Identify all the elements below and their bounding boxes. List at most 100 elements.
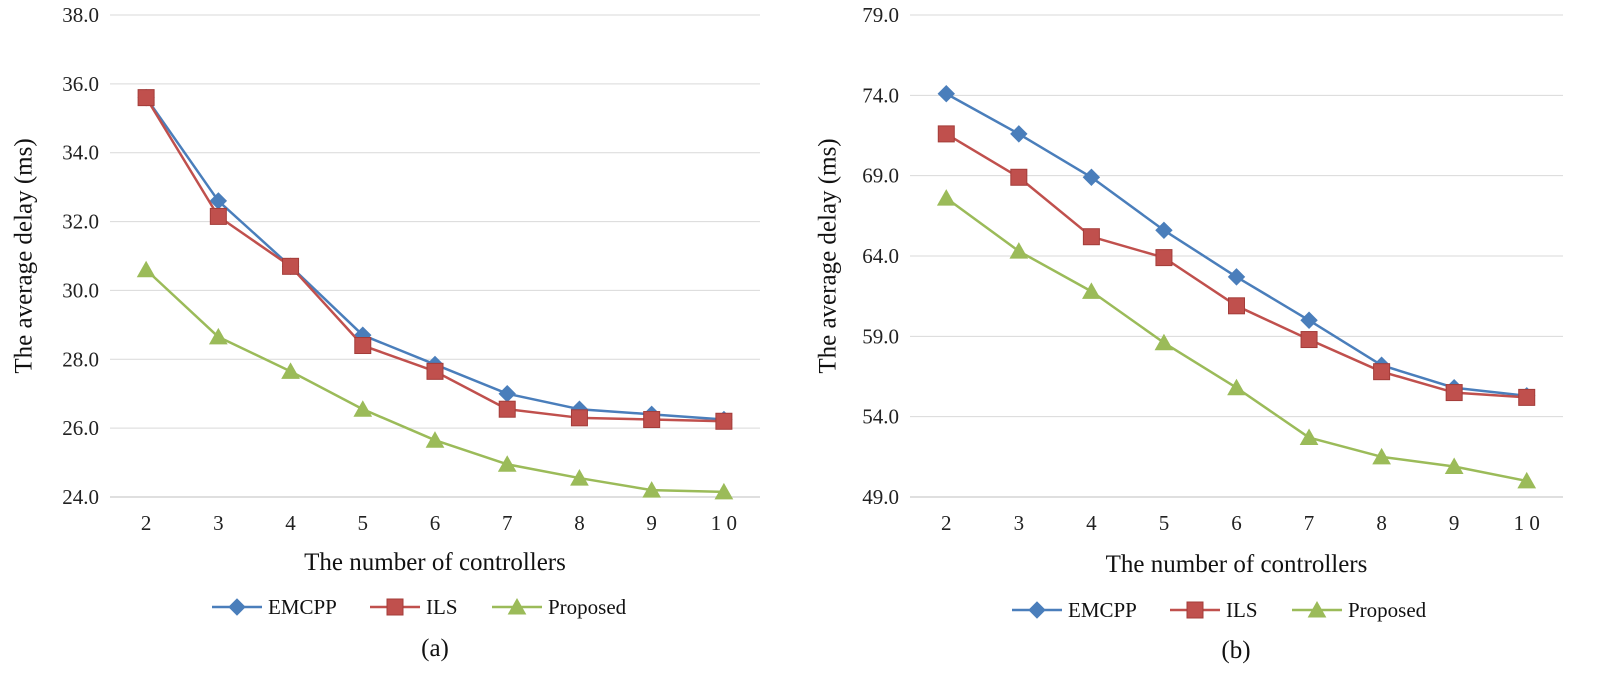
chart-b: 49.0 54.0 59.0 64.0 69.0 74.0 79.0 2 3 4 5 6 7 8 9 1 0 T… xyxy=(815,3,1563,664)
x-axis-title: The number of controllers xyxy=(304,549,566,576)
data-point-proposed xyxy=(1299,428,1319,446)
y-tick-label: 64.0 xyxy=(862,244,899,268)
data-point-proposed xyxy=(353,400,373,417)
data-point-emcpp xyxy=(498,385,516,403)
data-point-proposed xyxy=(1227,378,1246,396)
x-tick-label: 5 xyxy=(1159,511,1170,535)
legend-label-ils: ILS xyxy=(426,595,458,619)
data-point-emcpp xyxy=(1155,221,1173,240)
data-point-proposed xyxy=(1154,333,1174,351)
data-point-proposed xyxy=(570,469,589,486)
chart-a: 24.0 26.0 28.0 30.0 32.0 34.0 36.0 38.0 2 3 4 5 6 7 8 9… xyxy=(11,3,760,662)
data-point-proposed xyxy=(714,482,734,500)
data-point-proposed xyxy=(136,260,156,278)
legend-label-proposed: Proposed xyxy=(1348,598,1427,622)
y-axis-title: The average delay (ms) xyxy=(11,138,38,373)
legend-marker-proposed xyxy=(1307,600,1327,618)
x-tick-label: 3 xyxy=(1014,511,1025,535)
data-point-proposed xyxy=(642,481,662,498)
x-tick-label: 9 xyxy=(646,511,657,535)
data-point-ils xyxy=(1373,363,1391,381)
x-tick-label: 2 xyxy=(141,511,152,535)
data-point-ils xyxy=(354,337,372,355)
y-tick-label: 59.0 xyxy=(862,324,899,348)
legend-label-emcpp: EMCPP xyxy=(268,595,337,619)
data-point-ils xyxy=(570,409,588,427)
legend-label-ils: ILS xyxy=(1226,598,1258,622)
x-tick-label: 2 xyxy=(941,511,952,535)
data-point-emcpp xyxy=(1082,168,1101,186)
legend: EMCPP ILS Proposed xyxy=(1012,598,1427,622)
x-tick-label: 8 xyxy=(1376,511,1387,535)
series-line-proposed xyxy=(945,197,1527,483)
data-point-ils xyxy=(1518,388,1536,406)
y-tick-label: 38.0 xyxy=(62,3,99,27)
data-point-proposed xyxy=(1372,447,1391,465)
x-tick-label: 6 xyxy=(1231,511,1242,535)
data-point-ils xyxy=(282,257,300,275)
y-tick-label: 36.0 xyxy=(62,72,99,96)
data-point-ils xyxy=(1155,249,1173,267)
x-axis-title: The number of controllers xyxy=(1106,551,1368,578)
data-point-ils xyxy=(137,89,155,107)
x-tick-label: 6 xyxy=(430,511,441,535)
y-tick-label: 34.0 xyxy=(62,141,99,165)
legend-marker-proposed xyxy=(507,597,527,615)
data-point-proposed xyxy=(936,189,956,206)
data-point-proposed xyxy=(1444,457,1464,474)
y-tick-label: 26.0 xyxy=(62,416,99,440)
data-point-ils xyxy=(643,411,661,429)
data-point-ils xyxy=(1300,331,1318,349)
x-tick-label: 7 xyxy=(1304,511,1315,535)
y-tick-label: 69.0 xyxy=(862,164,899,188)
data-point-proposed xyxy=(208,327,228,345)
data-point-ils xyxy=(937,125,955,143)
y-axis-title: The average delay (ms) xyxy=(815,138,842,373)
data-point-proposed xyxy=(425,431,445,448)
data-point-emcpp xyxy=(937,85,955,103)
data-point-ils xyxy=(498,400,516,418)
x-tick-label: 4 xyxy=(1086,511,1097,535)
y-tick-label: 30.0 xyxy=(62,278,99,302)
y-tick-label: 54.0 xyxy=(862,405,899,429)
data-point-emcpp xyxy=(1227,268,1246,286)
chart-caption: (b) xyxy=(1221,637,1250,664)
x-tick-label: 4 xyxy=(285,511,296,535)
x-tick-label: 5 xyxy=(358,511,369,535)
legend-marker-emcpp xyxy=(1028,601,1046,619)
y-tick-label: 79.0 xyxy=(862,3,899,27)
data-point-ils xyxy=(1010,168,1028,186)
legend-marker-ils xyxy=(386,598,404,616)
data-point-ils xyxy=(426,362,444,380)
legend-marker-ils xyxy=(1186,601,1204,619)
data-point-ils xyxy=(715,412,733,430)
chart-caption: (a) xyxy=(421,635,449,662)
data-point-ils xyxy=(209,207,227,225)
y-tick-label: 32.0 xyxy=(62,210,99,234)
legend: EMCPP ILS Proposed xyxy=(212,595,627,619)
y-tick-label: 49.0 xyxy=(862,485,899,509)
y-tick-label: 24.0 xyxy=(62,485,99,509)
legend-marker-emcpp xyxy=(228,598,246,616)
legend-label-proposed: Proposed xyxy=(548,595,627,619)
data-point-proposed xyxy=(281,362,300,379)
x-tick-label: 7 xyxy=(502,511,513,535)
legend-label-emcpp: EMCPP xyxy=(1068,598,1137,622)
data-point-proposed xyxy=(497,455,517,472)
data-point-emcpp xyxy=(1300,311,1318,329)
x-tick-label: 3 xyxy=(213,511,224,535)
data-point-proposed xyxy=(1517,471,1537,489)
data-point-emcpp xyxy=(1010,125,1028,143)
series-line-proposed xyxy=(145,268,724,494)
y-tick-label: 74.0 xyxy=(862,83,899,107)
series-line-ils xyxy=(945,132,1527,399)
data-point-proposed xyxy=(1009,242,1029,259)
data-point-ils xyxy=(1445,384,1463,402)
x-tick-label: 8 xyxy=(574,511,585,535)
x-tick-label: 1 0 xyxy=(1514,511,1540,535)
y-tick-label: 28.0 xyxy=(62,347,99,371)
data-point-ils xyxy=(1228,297,1245,315)
x-tick-label: 9 xyxy=(1449,511,1460,535)
data-point-ils xyxy=(1082,228,1100,246)
